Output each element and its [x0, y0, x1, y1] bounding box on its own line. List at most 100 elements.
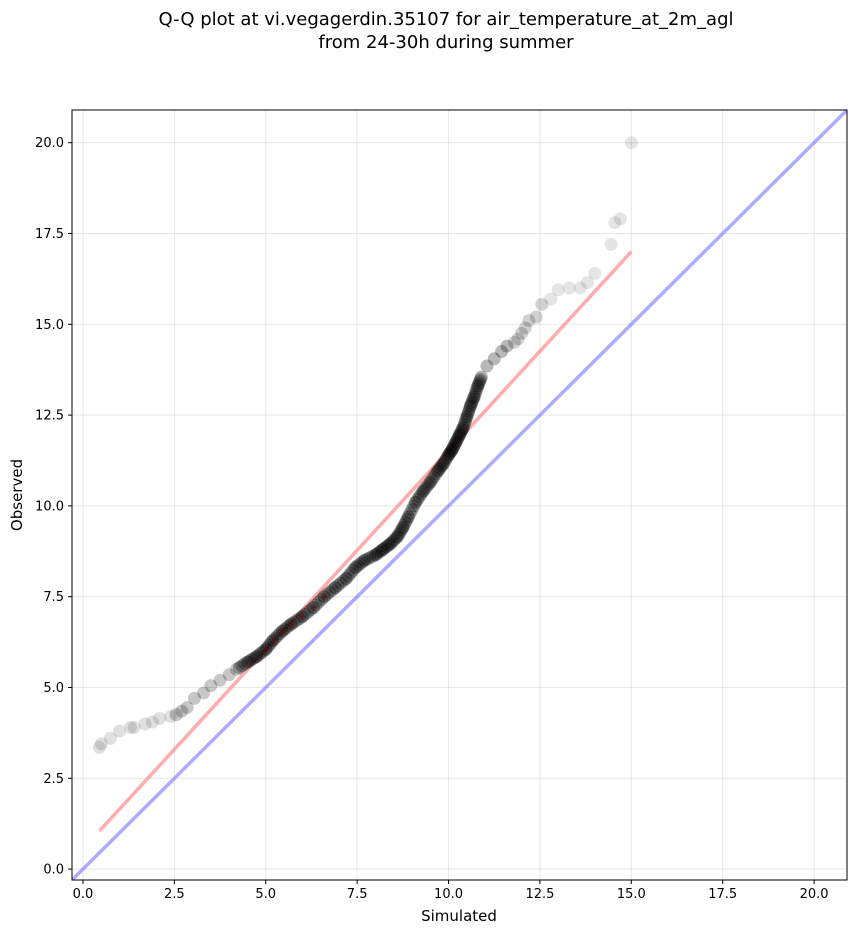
identity-line: [72, 110, 847, 880]
chart-title-line-1: Q-Q plot at vi.vegagerdin.35107 for air_…: [158, 9, 734, 30]
scatter-point: [442, 448, 456, 462]
scatter-point: [353, 557, 367, 571]
scatter-point: [624, 136, 638, 150]
x-tick-label: 17.5: [708, 887, 737, 902]
scatter-point: [433, 461, 447, 475]
scatter-point: [573, 281, 587, 295]
scatter-point: [608, 216, 622, 230]
chart-title: Q-Q plot at vi.vegagerdin.35107 for air_…: [0, 8, 856, 54]
scatter-point: [396, 521, 410, 535]
scatter-point: [252, 648, 266, 662]
scatter-point: [180, 700, 194, 714]
scatter-point: [465, 394, 479, 408]
scatter-point: [604, 237, 618, 251]
scatter-point: [425, 473, 439, 487]
scatter-point: [187, 691, 201, 705]
scatter-point: [250, 650, 264, 664]
y-tick-label: 2.5: [43, 772, 64, 787]
scatter-point: [346, 563, 360, 577]
scatter-point: [164, 710, 178, 724]
scatter-point: [334, 576, 348, 590]
x-axis-label: Simulated: [421, 907, 497, 925]
scatter-point: [92, 740, 106, 754]
scatter-point: [515, 326, 529, 340]
scatter-point: [238, 657, 252, 671]
scatter-point: [427, 470, 441, 484]
scatter-point: [446, 441, 460, 455]
scatter-point: [405, 503, 419, 517]
scatter-point: [341, 569, 355, 583]
scatter-point: [471, 379, 485, 393]
scatter-point: [613, 212, 627, 226]
y-tick-label: 17.5: [35, 227, 64, 242]
scatter-point: [383, 537, 397, 551]
scatter-point: [331, 578, 345, 592]
scatter-point: [450, 434, 464, 448]
scatter-point: [474, 370, 488, 384]
scatter-point: [421, 478, 435, 492]
scatter-point: [390, 530, 404, 544]
scatter-point: [445, 443, 459, 457]
scatter-point: [348, 561, 362, 575]
scatter-point: [385, 535, 399, 549]
scatter-point: [500, 339, 514, 353]
y-tick-label: 15.0: [35, 318, 64, 333]
scatter-point: [232, 661, 246, 675]
scatter-point: [240, 655, 254, 669]
scatter-point: [351, 559, 365, 573]
scatter-point: [474, 372, 488, 386]
scatter-point: [113, 724, 127, 738]
scatter-point: [328, 581, 342, 595]
scatter-point: [138, 717, 152, 731]
scatter-point: [204, 679, 218, 693]
fit-overlap-dot: [311, 605, 316, 610]
scatter-point: [222, 668, 236, 682]
scatter-point: [455, 423, 469, 437]
x-tick-label: 12.5: [525, 887, 554, 902]
scatter-point: [463, 402, 477, 416]
scatter-point: [453, 428, 466, 442]
scatter-point: [432, 463, 446, 477]
scatter-point: [394, 523, 408, 537]
scatter-point: [423, 475, 437, 489]
scatter-point: [473, 374, 487, 388]
y-tick-label: 0.0: [43, 863, 64, 878]
scatter-point: [511, 332, 525, 346]
scatter-point: [393, 525, 407, 539]
scatter-points: [92, 136, 638, 754]
scatter-point: [449, 435, 463, 449]
scatter-point: [336, 574, 350, 588]
scatter-point: [588, 266, 602, 280]
scatter-point: [522, 314, 536, 328]
fit-line: [98, 250, 633, 833]
scatter-point: [580, 276, 594, 290]
scatter-point: [420, 480, 434, 494]
x-tick-label: 5.0: [255, 887, 276, 902]
scatter-point: [94, 737, 108, 751]
fit-overlap-dot: [270, 638, 276, 643]
scatter-point: [169, 708, 183, 722]
scatter-point: [469, 384, 483, 398]
scatter-point: [339, 572, 353, 586]
scatter-point: [235, 659, 249, 673]
scatter-point: [213, 673, 227, 687]
scatter-point: [535, 297, 549, 311]
scatter-point: [175, 704, 189, 718]
reference-lines: [72, 110, 847, 880]
scatter-point: [467, 390, 481, 404]
scatter-point: [366, 549, 380, 563]
scatter-point: [448, 437, 462, 451]
scatter-point: [472, 377, 486, 391]
scatter-point: [452, 430, 466, 444]
scatter-point: [379, 540, 393, 554]
scatter-point: [466, 392, 480, 406]
scatter-point: [387, 533, 401, 547]
scatter-point: [407, 499, 421, 513]
scatter-point: [392, 527, 406, 541]
scatter-point: [355, 555, 369, 569]
scatter-point: [439, 453, 453, 467]
scatter-point: [290, 613, 304, 627]
scatter-point: [443, 445, 457, 459]
scatter-point: [518, 321, 532, 335]
